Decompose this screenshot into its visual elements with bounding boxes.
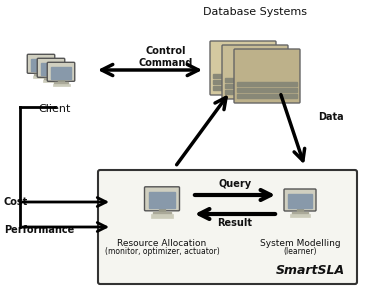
Text: Cost: Cost [4,197,28,207]
Bar [159,209,165,212]
Bar [297,209,303,212]
Bar [149,192,175,207]
Bar [31,59,51,71]
Bar [237,88,297,92]
Bar [39,72,43,74]
Bar [33,76,50,78]
Bar [153,212,171,214]
Text: Performance: Performance [4,225,74,235]
Bar [225,84,285,88]
Bar [34,74,48,76]
Bar [225,90,285,94]
Bar [213,86,273,90]
Bar [290,214,310,217]
FancyBboxPatch shape [284,189,316,211]
Bar [41,63,61,75]
Text: (monitor, optimizer, actuator): (monitor, optimizer, actuator) [105,247,219,256]
Text: Data: Data [318,112,344,122]
Bar [53,84,70,86]
Bar [51,67,71,79]
Bar [151,214,173,217]
Bar [44,78,58,80]
Text: Result: Result [217,218,253,228]
FancyBboxPatch shape [27,54,55,73]
Text: Control
Command: Control Command [139,46,193,68]
Bar [237,82,297,86]
FancyBboxPatch shape [234,49,300,103]
Text: Resource Allocation: Resource Allocation [118,239,207,248]
Text: System Modelling: System Modelling [260,239,340,248]
Text: Database Systems: Database Systems [203,7,307,17]
FancyBboxPatch shape [37,58,65,77]
Bar [213,74,273,78]
Bar [288,194,312,208]
Text: (learner): (learner) [283,247,317,256]
Bar [237,94,297,98]
FancyBboxPatch shape [210,41,276,95]
Bar [225,78,285,82]
Text: Client: Client [39,104,71,114]
Bar [54,82,68,84]
FancyBboxPatch shape [222,45,288,99]
FancyBboxPatch shape [144,187,180,211]
FancyBboxPatch shape [47,62,75,81]
Bar [42,80,59,82]
Text: SmartSLA: SmartSLA [276,264,345,277]
Bar [48,76,54,78]
Bar [213,80,273,84]
Bar [292,212,308,214]
Text: Query: Query [218,179,252,189]
FancyBboxPatch shape [98,170,357,284]
Bar [59,79,64,82]
